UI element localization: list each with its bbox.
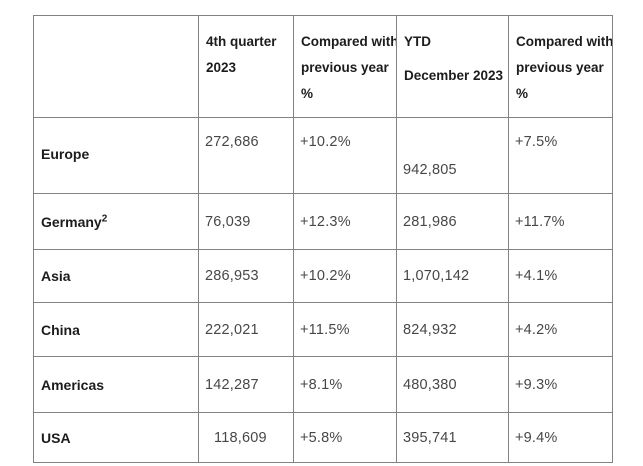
table-row: Asia 286,953 +10.2% 1,070,142 +4.1% [33, 249, 613, 303]
value-cell: 272,686 [198, 117, 294, 194]
value-cell: +8.1% [293, 356, 397, 413]
value-cell: +11.5% [293, 302, 397, 357]
value-cell: +7.5% [508, 117, 613, 194]
footnote-marker: 2 [101, 212, 108, 224]
region-cell: Asia [33, 249, 199, 303]
value-cell: +11.7% [508, 193, 613, 250]
value-cell: 118,609 [198, 412, 294, 463]
region-cell: Germany2 [33, 193, 199, 250]
value-cell: +10.2% [293, 117, 397, 194]
region-label: USA [41, 429, 71, 446]
header-line: previous year [516, 60, 604, 75]
header-cell: Compared with previous year% [293, 15, 397, 118]
region-cell: China [33, 302, 199, 357]
region-label: Americas [41, 376, 105, 393]
value-cell: 480,380 [396, 356, 509, 413]
value-cell: 1,070,142 [396, 249, 509, 303]
value-cell: 942,805 [396, 117, 509, 194]
header-cell: Compared with previous year% [508, 15, 613, 118]
header-line: YTD [404, 34, 431, 49]
value-cell: 395,741 [396, 412, 509, 463]
region-cell: USA [33, 412, 199, 463]
header-line: % [301, 86, 314, 101]
value-cell: +4.1% [508, 249, 613, 303]
region-label: Germany [41, 213, 102, 230]
value-cell: 824,932 [396, 302, 509, 357]
value-cell: 286,953 [198, 249, 294, 303]
value-cell: +12.3% [293, 193, 397, 250]
header-line: 2023 [206, 60, 237, 75]
region-label: China [41, 321, 80, 338]
header-line: December 2023 [404, 68, 504, 83]
region-cell: Europe [33, 117, 199, 194]
header-line: % [516, 86, 529, 101]
deliveries-table: 4th quarter 2023 Compared with previous yea… [33, 15, 613, 463]
value-cell: 76,039 [198, 193, 294, 250]
header-cell: YTD December 2023 [396, 15, 509, 118]
table-body: Europe 272,686 +10.2% 942,805 +7.5% Germany2 7… [33, 117, 613, 463]
table-row: Germany2 76,039 +12.3% 281,986 +11.7% [33, 193, 613, 250]
value-cell: +10.2% [293, 249, 397, 303]
value-cell: 222,021 [198, 302, 294, 357]
corner-cell [33, 15, 199, 118]
header-line: Compared with [301, 34, 397, 49]
header-line: previous year [301, 60, 389, 75]
header-line: 4th quarter [206, 34, 277, 49]
table-row: China 222,021 +11.5% 824,932 +4.2% [33, 302, 613, 357]
header-cell: 4th quarter 2023 [198, 15, 294, 118]
header-row: 4th quarter 2023 Compared with previous yea… [33, 15, 613, 118]
table-row: USA 118,609 +5.8% 395,741 +9.4% [33, 412, 613, 463]
table-row: Americas 142,287 +8.1% 480,380 +9.3% [33, 356, 613, 413]
value-cell: 281,986 [396, 193, 509, 250]
region-label: Europe [41, 146, 90, 162]
value-cell: +9.4% [508, 412, 613, 463]
header-line: Compared with [516, 34, 613, 49]
table-row: Europe 272,686 +10.2% 942,805 +7.5% [33, 117, 613, 194]
value-cell: +4.2% [508, 302, 613, 357]
region-label: Asia [41, 268, 71, 284]
region-cell: Americas [33, 356, 199, 413]
value-cell: +5.8% [293, 412, 397, 463]
value-cell: +9.3% [508, 356, 613, 413]
value-cell: 142,287 [198, 356, 294, 413]
